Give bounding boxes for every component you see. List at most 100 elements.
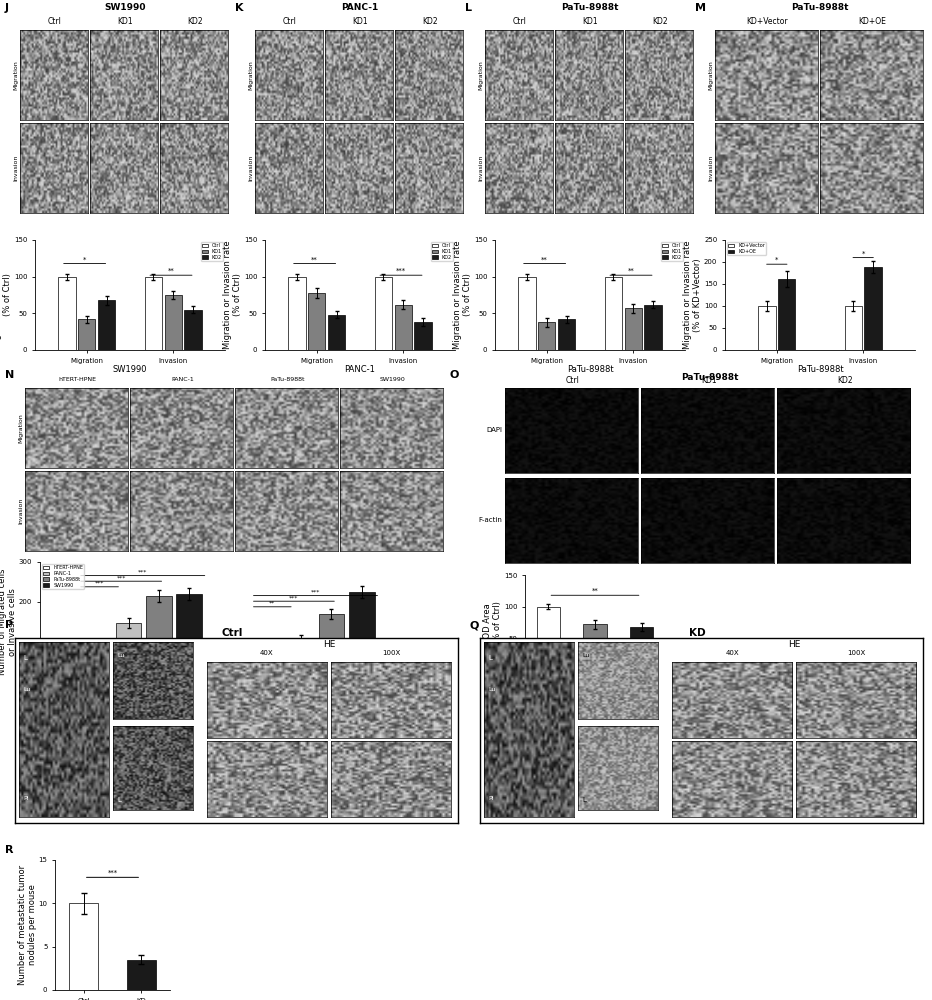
Text: 40X: 40X bbox=[725, 650, 739, 656]
Legend: KD+Vector, KD+OE: KD+Vector, KD+OE bbox=[728, 242, 766, 255]
Text: Invasion: Invasion bbox=[18, 498, 23, 524]
Text: *: * bbox=[861, 250, 865, 256]
Text: Ctrl: Ctrl bbox=[48, 17, 62, 26]
Text: Migration: Migration bbox=[248, 60, 253, 90]
Text: ***: *** bbox=[138, 570, 147, 575]
Bar bbox=[605, 277, 622, 350]
Bar bbox=[394, 305, 412, 350]
Text: ***: *** bbox=[310, 590, 321, 595]
Text: hTERT-HPNE: hTERT-HPNE bbox=[59, 377, 97, 382]
Text: Lu: Lu bbox=[23, 687, 31, 692]
Bar bbox=[844, 306, 862, 350]
Text: **: ** bbox=[311, 256, 318, 262]
Text: KD2: KD2 bbox=[422, 17, 438, 26]
Bar bbox=[69, 903, 98, 990]
Text: PANC-1: PANC-1 bbox=[171, 377, 194, 382]
Text: Ctrl: Ctrl bbox=[513, 17, 527, 26]
Text: L: L bbox=[117, 797, 121, 803]
Bar bbox=[778, 279, 795, 350]
Legend: Ctrl, KD1, KD2: Ctrl, KD1, KD2 bbox=[431, 242, 453, 261]
Text: ***: *** bbox=[396, 268, 406, 274]
Text: **: ** bbox=[541, 256, 548, 262]
Text: PANC-1: PANC-1 bbox=[341, 3, 378, 12]
Text: N: N bbox=[5, 370, 14, 380]
Legend: hTERT-HPNE, PANC-1, PaTu-8988t, SW1990: hTERT-HPNE, PANC-1, PaTu-8988t, SW1990 bbox=[43, 564, 84, 589]
Text: ***: *** bbox=[116, 575, 126, 580]
Y-axis label: IOD Area
(% of Ctrl): IOD Area (% of Ctrl) bbox=[483, 601, 502, 644]
Y-axis label: Migration or Invasion rate
(% of KD+Vector): Migration or Invasion rate (% of KD+Vect… bbox=[683, 241, 703, 349]
Bar bbox=[165, 295, 182, 350]
Bar bbox=[328, 315, 346, 350]
X-axis label: cell line: cell line bbox=[213, 697, 246, 706]
Bar bbox=[349, 592, 375, 682]
Y-axis label: Number of Migrated cells
or Invasive cells: Number of Migrated cells or Invasive cel… bbox=[0, 569, 18, 675]
Text: **: ** bbox=[168, 268, 174, 274]
Bar bbox=[558, 319, 575, 350]
Text: L: L bbox=[582, 797, 586, 803]
Text: Invasion: Invasion bbox=[248, 155, 253, 181]
Text: HE: HE bbox=[322, 640, 336, 649]
Bar bbox=[288, 639, 314, 682]
Text: KD1: KD1 bbox=[117, 17, 133, 26]
Bar bbox=[86, 646, 111, 682]
Text: PaTu-8988t: PaTu-8988t bbox=[561, 3, 619, 12]
Bar bbox=[537, 607, 560, 670]
Text: Migration: Migration bbox=[18, 413, 23, 443]
Bar bbox=[308, 293, 325, 350]
Text: Invasion: Invasion bbox=[708, 155, 713, 181]
Bar bbox=[185, 310, 201, 350]
Bar bbox=[176, 594, 202, 682]
Y-axis label: Migration or Invasion rate
(% of Ctrl): Migration or Invasion rate (% of Ctrl) bbox=[453, 241, 473, 349]
Y-axis label: Number of metastatic tumor
nodules per mouse: Number of metastatic tumor nodules per m… bbox=[18, 865, 37, 985]
Bar bbox=[145, 596, 171, 682]
Text: 100X: 100X bbox=[847, 650, 865, 656]
Text: KD1: KD1 bbox=[352, 17, 368, 26]
X-axis label: PaTu-8988t: PaTu-8988t bbox=[567, 365, 613, 374]
Bar bbox=[630, 627, 653, 670]
Text: J: J bbox=[5, 3, 9, 13]
X-axis label: PaTu-8988t: PaTu-8988t bbox=[797, 365, 843, 374]
Text: M: M bbox=[695, 3, 706, 13]
Legend: Ctrl, KD1, KD2: Ctrl, KD1, KD2 bbox=[200, 242, 223, 261]
Text: Invasion: Invasion bbox=[13, 155, 18, 181]
Text: KD2: KD2 bbox=[187, 17, 203, 26]
Text: O: O bbox=[450, 370, 459, 380]
Text: *: * bbox=[775, 257, 778, 263]
Bar bbox=[624, 308, 642, 350]
Text: P: P bbox=[5, 620, 13, 630]
Text: KD2: KD2 bbox=[837, 376, 853, 385]
Bar bbox=[127, 960, 156, 990]
Bar bbox=[98, 300, 116, 350]
Text: KD: KD bbox=[689, 628, 706, 638]
Bar bbox=[759, 306, 775, 350]
Text: KD1: KD1 bbox=[582, 17, 597, 26]
Text: Migration: Migration bbox=[708, 60, 713, 90]
Y-axis label: Migration or Invasion rate
(% of Ctrl): Migration or Invasion rate (% of Ctrl) bbox=[223, 241, 242, 349]
Text: Lu: Lu bbox=[488, 687, 496, 692]
Text: Migration: Migration bbox=[13, 60, 18, 90]
Text: KD+OE: KD+OE bbox=[858, 17, 886, 26]
Text: ***: *** bbox=[107, 870, 117, 876]
Text: F-actin: F-actin bbox=[478, 517, 502, 523]
Text: Pl: Pl bbox=[488, 796, 494, 800]
Bar bbox=[78, 319, 95, 350]
Text: **: ** bbox=[592, 588, 598, 594]
X-axis label: PaTu-8988t: PaTu-8988t bbox=[571, 685, 618, 694]
Legend: Ctrl, KD1, KD2: Ctrl, KD1, KD2 bbox=[661, 242, 682, 261]
Text: PaTu-8988t: PaTu-8988t bbox=[270, 377, 305, 382]
Text: SW1990: SW1990 bbox=[379, 377, 405, 382]
Text: KD2: KD2 bbox=[652, 17, 668, 26]
Text: L: L bbox=[488, 654, 492, 660]
Text: **: ** bbox=[269, 601, 276, 606]
Text: 40X: 40X bbox=[260, 650, 274, 656]
Text: Pl: Pl bbox=[23, 796, 29, 800]
Bar bbox=[865, 267, 882, 350]
Bar bbox=[375, 277, 392, 350]
Bar bbox=[116, 623, 142, 682]
Text: Lu: Lu bbox=[582, 653, 589, 658]
Text: Ctrl: Ctrl bbox=[222, 628, 243, 638]
Text: ***: *** bbox=[95, 581, 104, 586]
Text: PaTu-8988t: PaTu-8988t bbox=[681, 373, 739, 382]
Text: DAPI: DAPI bbox=[486, 427, 502, 433]
Bar bbox=[144, 277, 162, 350]
